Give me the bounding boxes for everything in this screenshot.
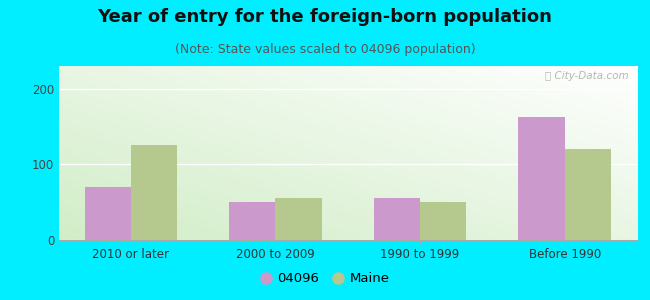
Legend: 04096, Maine: 04096, Maine [255, 267, 395, 290]
Bar [229, 202, 276, 240]
Bar [131, 146, 177, 240]
Text: (Note: State values scaled to 04096 population): (Note: State values scaled to 04096 popu… [175, 44, 475, 56]
Bar [420, 202, 466, 240]
Bar [276, 198, 322, 240]
Text: Year of entry for the foreign-born population: Year of entry for the foreign-born popul… [98, 8, 552, 26]
Bar [84, 187, 131, 240]
Bar [519, 117, 565, 240]
Bar [374, 198, 420, 240]
Text: ⓘ City-Data.com: ⓘ City-Data.com [545, 71, 629, 81]
Bar [565, 149, 611, 240]
